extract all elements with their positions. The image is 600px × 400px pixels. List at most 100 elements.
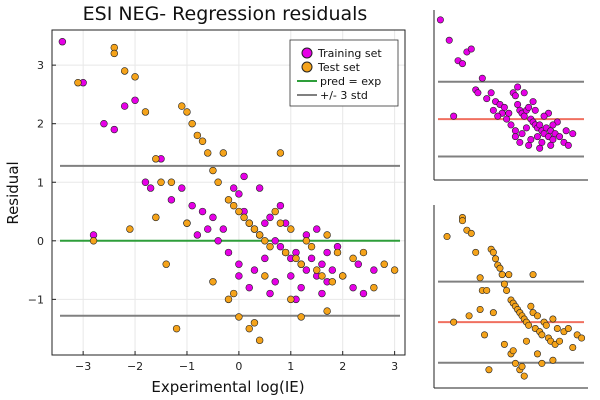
training-point — [100, 119, 108, 128]
test-point — [235, 313, 243, 321]
y-tick-label: −1 — [28, 293, 44, 306]
main-y-ticks: −1 0 1 2 3 — [28, 59, 56, 306]
test-point — [255, 231, 264, 239]
training-point — [261, 219, 269, 227]
test-point — [183, 108, 191, 116]
test-point — [167, 178, 176, 186]
test-point — [193, 131, 202, 140]
y-axis-label: Residual — [4, 161, 22, 224]
test-point — [297, 260, 305, 268]
inset-test-point — [503, 286, 511, 294]
test-point — [370, 283, 378, 292]
inset-training-point — [514, 100, 522, 108]
inset-test-point — [498, 271, 506, 279]
test-point — [318, 272, 326, 280]
inset-test-point — [564, 325, 572, 333]
x-tick-label: −3 — [75, 360, 91, 373]
training-point — [245, 283, 253, 292]
test-point — [74, 79, 82, 87]
training-point — [276, 242, 285, 251]
training-point — [240, 172, 248, 181]
training-point — [313, 225, 321, 233]
inset-training-point — [458, 60, 466, 68]
x-tick-label: 1 — [287, 360, 294, 373]
x-tick-label: −2 — [127, 360, 143, 373]
test-point — [204, 149, 212, 157]
test-point — [224, 196, 233, 204]
inset-training-point — [511, 127, 519, 135]
test-point — [323, 307, 331, 315]
test-point — [359, 248, 368, 257]
training-point — [266, 213, 274, 222]
test-point — [126, 225, 134, 233]
test-point — [287, 225, 295, 233]
inset-test-point — [465, 312, 473, 320]
inset-training-point — [556, 133, 564, 141]
test-point — [240, 213, 248, 222]
training-point — [349, 283, 357, 292]
test-point — [302, 237, 311, 245]
inset-training-point — [436, 16, 444, 24]
training-point — [255, 184, 264, 192]
test-point — [390, 266, 399, 274]
test-point — [261, 237, 269, 245]
inset-training-point — [516, 138, 524, 146]
inset-training-point — [520, 89, 528, 97]
inset-training-point — [500, 103, 508, 111]
inset-test-point — [476, 305, 484, 313]
training-point — [110, 125, 118, 134]
test-point — [183, 219, 191, 227]
inset-training-point — [525, 103, 533, 111]
inset-training-point — [450, 112, 458, 120]
test-point — [287, 295, 295, 304]
training-point — [354, 260, 362, 268]
training-point — [193, 231, 202, 239]
test-point — [328, 278, 337, 286]
training-point — [209, 213, 217, 222]
test-point — [131, 73, 139, 81]
training-point — [120, 102, 129, 110]
test-point — [235, 207, 243, 216]
inset-test-point — [489, 248, 497, 256]
inset-test-point — [483, 286, 491, 294]
test-point — [297, 313, 305, 321]
legend-marker-test — [301, 61, 313, 73]
training-point — [141, 178, 150, 186]
test-point — [214, 178, 222, 186]
test-point — [152, 155, 160, 163]
inset-test-point — [505, 271, 513, 279]
inset-training-point — [478, 74, 486, 82]
inset-test-point — [553, 325, 561, 333]
test-point — [178, 102, 186, 110]
inset-test-point — [485, 366, 493, 374]
test-point — [162, 260, 170, 268]
test-point — [209, 166, 217, 175]
training-point — [318, 289, 326, 298]
test-point — [89, 237, 98, 245]
training-point — [271, 237, 279, 245]
inset-training-point — [549, 136, 557, 144]
test-point — [120, 67, 129, 75]
inset-test-point — [511, 359, 519, 367]
training-point — [204, 225, 212, 233]
inset-test-point — [538, 331, 546, 339]
y-tick-label: 0 — [37, 235, 44, 248]
test-point — [157, 178, 165, 186]
inset-test-point — [476, 274, 484, 282]
inset-training-point — [549, 121, 557, 129]
test-point — [271, 207, 279, 216]
inset-training-point — [494, 112, 502, 120]
y-tick-label: 2 — [37, 118, 44, 131]
training-point — [58, 38, 67, 46]
legend-label-training: Training set — [317, 47, 382, 60]
training-point — [178, 184, 186, 192]
main-plot-frame — [51, 29, 406, 356]
training-point — [146, 184, 155, 192]
training-point — [235, 272, 243, 280]
test-point — [313, 266, 321, 274]
inset-test-point — [569, 344, 577, 352]
inset-training-point — [536, 121, 544, 129]
training-point — [276, 201, 285, 210]
inset-test-point — [525, 321, 533, 329]
